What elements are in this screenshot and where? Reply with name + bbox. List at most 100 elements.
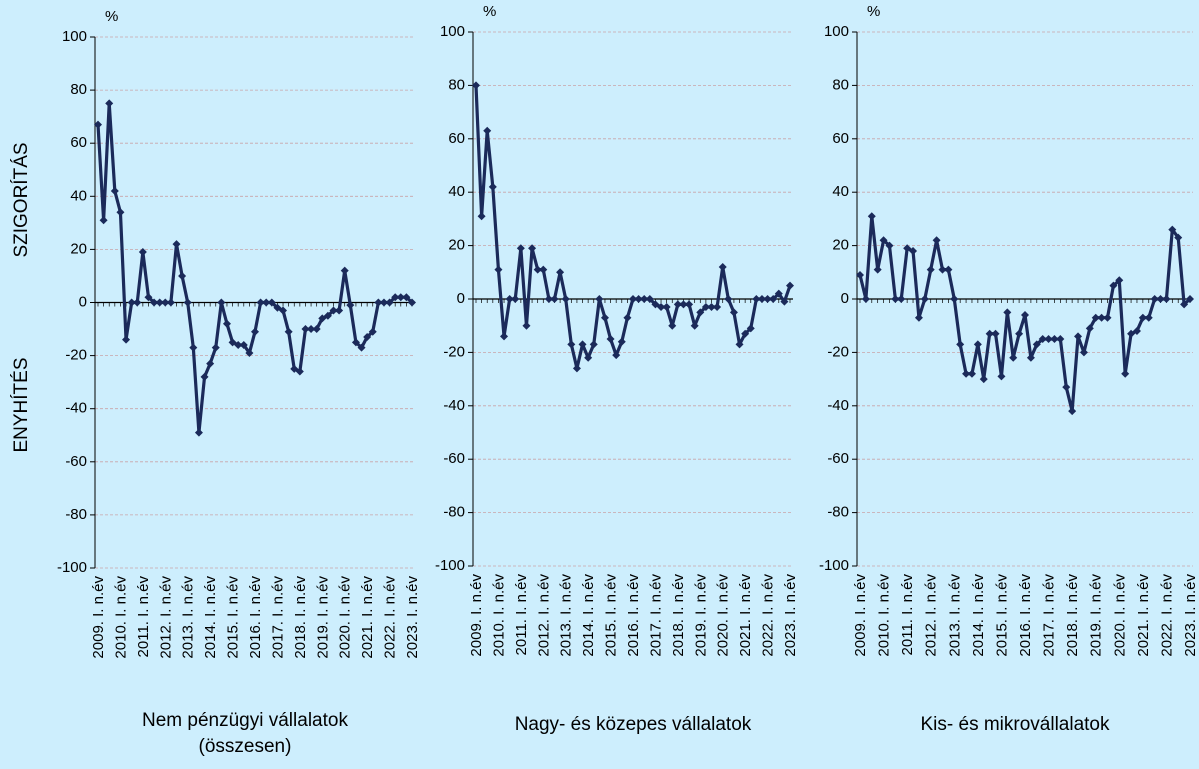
x-tick-label: 2016. I. n.év xyxy=(247,576,264,659)
marker xyxy=(116,208,125,217)
y-tick-label: 0 xyxy=(841,290,849,307)
x-tick-label: 2021. I. n.év xyxy=(359,576,376,659)
marker xyxy=(786,281,794,290)
y-tick-label: 40 xyxy=(832,183,849,200)
marker xyxy=(1103,313,1112,322)
marker xyxy=(494,265,503,274)
x-tick-label: 2022. I. n.év xyxy=(1158,574,1175,657)
marker xyxy=(138,248,147,257)
marker xyxy=(640,295,649,303)
marker xyxy=(483,126,492,135)
marker xyxy=(155,298,164,307)
x-tick-label: 2017. I. n.év xyxy=(269,576,286,659)
y-tick-label: -100 xyxy=(819,557,849,574)
marker xyxy=(979,375,988,384)
x-tick-label: 2012. I. n.év xyxy=(157,576,174,659)
marker xyxy=(741,329,750,338)
marker xyxy=(1132,327,1141,336)
x-tick-label: 2010. I. n.év xyxy=(876,574,893,657)
marker xyxy=(769,295,778,303)
marker xyxy=(472,81,480,90)
x-tick-label: 2013. I. n.év xyxy=(558,574,575,657)
marker xyxy=(1127,329,1136,338)
marker xyxy=(1021,311,1029,320)
marker xyxy=(1044,335,1053,344)
marker xyxy=(920,295,929,303)
x-tick-label: 2011. I. n.év xyxy=(135,576,152,658)
y-tick-label: -20 xyxy=(65,347,87,364)
marker xyxy=(856,270,864,279)
y-tick-label: -20 xyxy=(443,343,465,360)
marker xyxy=(1062,383,1071,392)
marker xyxy=(133,298,142,307)
y-tick-label: 40 xyxy=(448,183,465,200)
x-tick-label: 2016. I. n.év xyxy=(625,574,642,657)
marker xyxy=(391,293,400,302)
x-tick-label: 2013. I. n.év xyxy=(180,576,197,659)
marker xyxy=(262,298,271,307)
marker xyxy=(735,340,744,349)
y-tick-label: 100 xyxy=(440,23,465,40)
marker xyxy=(780,297,789,306)
marker xyxy=(1097,313,1106,322)
marker xyxy=(985,329,994,338)
series-line xyxy=(96,101,414,435)
marker xyxy=(944,265,953,274)
y-axis-label: SZIGORÍTÁS xyxy=(11,142,32,257)
y-tick-label: 40 xyxy=(70,187,87,204)
x-tick-label: 2019. I. n.év xyxy=(1088,574,1105,657)
marker xyxy=(396,293,405,302)
marker xyxy=(323,311,332,320)
marker xyxy=(228,338,237,347)
x-tick-label: 2018. I. n.év xyxy=(670,574,687,657)
marker xyxy=(516,244,525,253)
marker xyxy=(217,298,226,307)
marker xyxy=(729,308,738,317)
marker xyxy=(1162,295,1171,303)
y-tick-label: 100 xyxy=(62,28,87,45)
marker xyxy=(544,295,553,303)
marker xyxy=(997,372,1006,381)
marker xyxy=(578,340,587,349)
y-tick-label: 100 xyxy=(824,23,849,40)
marker xyxy=(891,295,900,303)
marker xyxy=(267,298,276,307)
x-tick-label: 2010. I. n.év xyxy=(490,574,507,657)
marker xyxy=(879,236,888,245)
x-tick-label: 2009. I. n.év xyxy=(468,574,485,657)
marker xyxy=(178,271,187,280)
x-tick-label: 2010. I. n.év xyxy=(112,576,129,659)
marker xyxy=(379,298,388,307)
marker xyxy=(973,340,982,349)
marker xyxy=(1079,348,1088,357)
marker xyxy=(105,99,114,108)
marker xyxy=(183,298,192,307)
marker xyxy=(903,244,912,253)
marker xyxy=(651,300,660,309)
y-tick-label: -60 xyxy=(443,450,465,467)
y-tick-label: -60 xyxy=(827,450,849,467)
marker xyxy=(335,306,344,315)
marker xyxy=(477,212,486,221)
marker xyxy=(234,340,243,349)
marker xyxy=(690,321,699,330)
marker xyxy=(307,325,316,334)
marker xyxy=(685,300,694,309)
y-tick-label: 20 xyxy=(832,237,849,254)
marker xyxy=(1015,329,1024,338)
marker xyxy=(402,293,411,302)
marker xyxy=(500,332,509,341)
x-tick-label: 2018. I. n.év xyxy=(292,576,309,659)
y-tick-label: -20 xyxy=(827,343,849,360)
y-tick-label: 0 xyxy=(457,290,465,307)
marker xyxy=(273,303,282,312)
marker xyxy=(897,295,906,303)
panel-title: Nagy- és közepes vállalatok xyxy=(514,714,752,735)
marker xyxy=(94,120,102,129)
marker xyxy=(144,293,153,302)
marker xyxy=(1174,233,1183,242)
unit-label: % xyxy=(867,3,880,20)
marker xyxy=(1156,295,1165,303)
unit-label: % xyxy=(483,3,496,20)
marker xyxy=(368,327,377,336)
